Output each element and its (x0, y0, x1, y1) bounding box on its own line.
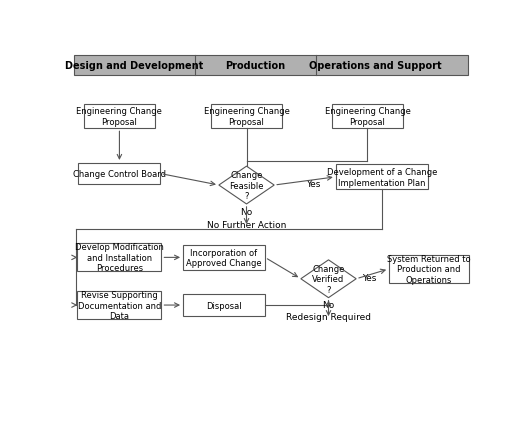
Text: Design and Development: Design and Development (65, 61, 203, 71)
Text: Engineering Change
Proposal: Engineering Change Proposal (204, 107, 289, 127)
Polygon shape (219, 167, 274, 204)
FancyBboxPatch shape (84, 104, 156, 129)
Text: Change Control Board: Change Control Board (73, 170, 166, 178)
FancyBboxPatch shape (211, 104, 282, 129)
Text: Develop Modification
and Installation
Procedures: Develop Modification and Installation Pr… (75, 243, 164, 273)
Text: No: No (240, 208, 253, 217)
Text: Engineering Change
Proposal: Engineering Change Proposal (324, 107, 411, 127)
Text: No: No (322, 300, 335, 309)
Text: Change
Feasible
?: Change Feasible ? (229, 171, 264, 201)
FancyBboxPatch shape (78, 164, 160, 185)
Text: Production: Production (225, 61, 285, 71)
Text: System Returned to
Production and
Operations: System Returned to Production and Operat… (387, 254, 471, 284)
FancyBboxPatch shape (74, 56, 468, 76)
Text: Yes: Yes (306, 179, 321, 188)
Text: Disposal: Disposal (206, 301, 242, 310)
FancyBboxPatch shape (332, 104, 403, 129)
Text: Revise Supporting
Documentation and
Data: Revise Supporting Documentation and Data (78, 291, 161, 320)
FancyBboxPatch shape (389, 255, 469, 283)
Text: Redesign Required: Redesign Required (286, 312, 371, 321)
Text: Yes: Yes (362, 273, 377, 282)
Text: Change
Verified
?: Change Verified ? (312, 264, 345, 294)
Text: Engineering Change
Proposal: Engineering Change Proposal (77, 107, 162, 127)
FancyBboxPatch shape (77, 291, 161, 319)
FancyBboxPatch shape (336, 165, 428, 190)
Text: Operations and Support: Operations and Support (309, 61, 442, 71)
Polygon shape (301, 260, 356, 298)
FancyBboxPatch shape (77, 244, 161, 272)
Text: Development of a Change
Implementation Plan: Development of a Change Implementation P… (326, 168, 437, 187)
FancyBboxPatch shape (183, 295, 265, 316)
Text: No Further Action: No Further Action (207, 220, 286, 229)
Text: Incorporation of
Approved Change: Incorporation of Approved Change (186, 248, 262, 268)
FancyBboxPatch shape (183, 245, 265, 270)
